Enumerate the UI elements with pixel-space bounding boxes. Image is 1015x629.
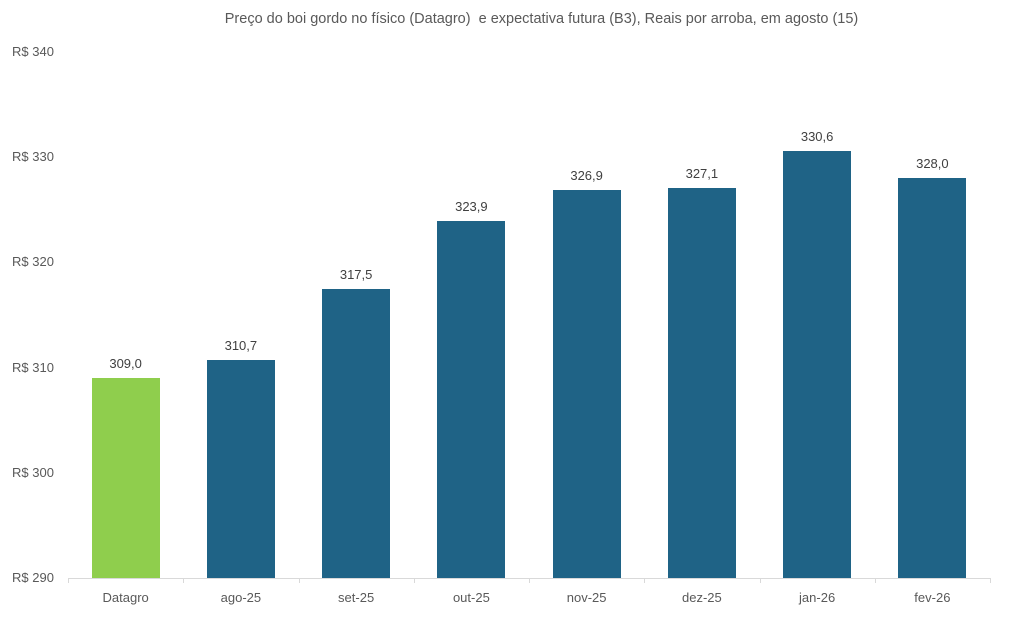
bar-value-label: 328,0: [916, 156, 949, 172]
bar-ago-25: [206, 360, 275, 578]
bar-dez-25: [667, 187, 736, 578]
x-axis-tick-mark: [990, 578, 991, 583]
x-axis-tick-mark: [759, 578, 761, 583]
bar-value-label: 310,7: [224, 338, 258, 354]
bar-jan-26: [783, 150, 852, 578]
plot-area: 309,0 310,7 317,5 323,9 326,9 327,1 330,6 328,0: [68, 52, 991, 583]
bar-nov-25: [552, 189, 621, 578]
x-axis-category-label: jan-26: [799, 590, 836, 605]
bar-value-label: 323,9: [455, 199, 488, 215]
y-axis-tick-label: R$ 340: [12, 44, 54, 59]
bar-Datagro: [91, 378, 160, 578]
bar-set-25: [322, 288, 391, 578]
y-axis-tick-label: R$ 320: [12, 254, 54, 270]
y-axis-tick-label: R$ 300: [12, 464, 54, 480]
bar-value-label: 327,1: [685, 165, 719, 181]
y-axis-tick-label: R$ 330: [12, 149, 54, 165]
y-axis-tick-label: R$ 310: [12, 359, 54, 375]
bar-out-25: [437, 221, 506, 578]
x-axis-tick-mark: [68, 578, 69, 583]
bar-value-label: 317,5: [339, 266, 373, 282]
x-axis-tick-mark: [183, 578, 185, 583]
bar-value-label: 330,6: [800, 128, 834, 144]
bar-value-label: 309,0: [109, 356, 142, 372]
x-axis-tick-mark: [413, 578, 415, 583]
x-axis-tick-mark: [644, 578, 646, 583]
x-axis-tick-mark: [298, 578, 300, 583]
x-axis-category-label: out-25: [452, 590, 490, 605]
chart-title: Preço do boi gordo no físico (Datagro) e…: [224, 11, 859, 27]
x-axis-category-label: Datagro: [102, 590, 149, 605]
x-axis-category-label: nov-25: [566, 590, 607, 605]
x-axis-tick-mark: [874, 578, 876, 583]
y-axis-tick-label: R$ 290: [12, 570, 54, 585]
x-axis-category-label: set-25: [338, 590, 375, 605]
x-axis-category-label: ago-25: [220, 590, 262, 605]
bar-value-label: 326,9: [570, 167, 603, 183]
bar-fev-26: [898, 178, 967, 578]
x-axis-tick-mark: [529, 578, 530, 583]
x-axis-category-label: fev-26: [914, 590, 951, 605]
x-axis-category-label: dez-25: [682, 590, 722, 605]
